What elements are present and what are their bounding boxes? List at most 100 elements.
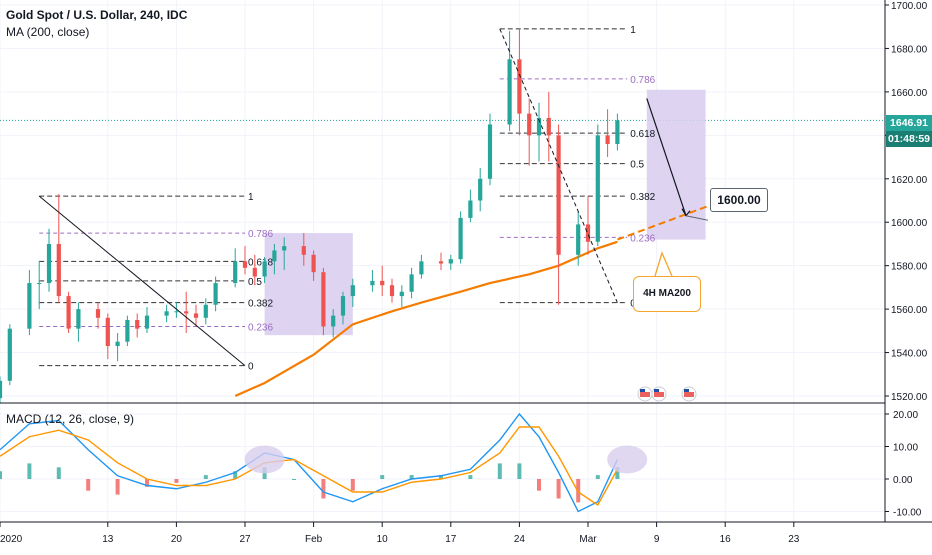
zone-target-box xyxy=(646,89,706,240)
candle-body-3 xyxy=(37,283,42,285)
candle-body-2 xyxy=(27,283,32,329)
candle-body-44 xyxy=(507,59,512,125)
event-icon-canton-1 xyxy=(654,389,659,392)
target-price-callout[interactable]: 1600.00 xyxy=(710,188,768,212)
candle-body-49 xyxy=(556,135,561,255)
candle-body-16 xyxy=(184,311,189,314)
last-price-badge: 1646.91 xyxy=(886,115,932,131)
ma-legend[interactable]: MA (200, close) xyxy=(6,25,90,39)
event-icon-canton-2 xyxy=(684,389,689,392)
macd-hist-12 xyxy=(350,479,355,491)
macd-hist-1 xyxy=(27,463,32,479)
candle-body-17 xyxy=(193,313,199,318)
macd-hist-17 xyxy=(497,463,502,479)
candle-body-4 xyxy=(46,243,52,284)
x-tick-label-2: 20 xyxy=(171,534,183,545)
x-tick-label-10: 16 xyxy=(720,534,732,545)
fib-retracements: 10.7860.6180.50.3820.236010.7860.6180.50… xyxy=(39,25,656,373)
y-tick-label-6: 1580.00 xyxy=(891,262,928,273)
candle-body-5 xyxy=(56,243,61,297)
event-icon-canton-0 xyxy=(640,389,645,392)
candle-body-33 xyxy=(380,280,385,286)
candle-body-1 xyxy=(7,328,12,381)
candle-body-22 xyxy=(252,267,257,277)
macd-pane xyxy=(0,402,885,513)
x-tick-label-5: 10 xyxy=(377,534,389,545)
candle-body-24 xyxy=(272,250,277,262)
y-tick-label-5: 1600.00 xyxy=(891,218,928,229)
candle-body-29 xyxy=(331,315,336,327)
macd-hist-19 xyxy=(537,479,541,491)
candle-body-26 xyxy=(301,246,306,255)
ma200-line xyxy=(234,240,618,398)
ma200-callout[interactable]: 4H MA200 xyxy=(633,276,701,312)
candle-body-0 xyxy=(0,380,3,399)
candle-body-43 xyxy=(487,124,493,179)
macd-ellipse-1 xyxy=(244,445,285,474)
candle-body-31 xyxy=(350,285,355,297)
macd-hist-15 xyxy=(439,475,443,479)
candle-body-47 xyxy=(536,117,542,136)
candle-body-6 xyxy=(66,296,71,329)
fib1-label-0: 1 xyxy=(630,25,636,36)
macd-legend[interactable]: MACD (12, 26, close, 9) xyxy=(6,412,135,426)
candle-body-37 xyxy=(419,261,424,275)
macd-y-tick-label-0: 20.00 xyxy=(893,410,918,421)
y-tick-label-2: 1660.00 xyxy=(891,88,928,99)
macd-y-tick-label-1: 10.00 xyxy=(893,443,918,454)
candle-body-52 xyxy=(595,135,600,242)
candle-body-19 xyxy=(213,283,218,305)
candle-body-23 xyxy=(262,261,267,277)
y-tick-label-1: 1680.00 xyxy=(891,44,928,55)
y-tick-label-7: 1560.00 xyxy=(891,305,928,316)
macd-hist-2 xyxy=(56,467,61,479)
fib1-label-4: 0.382 xyxy=(630,192,655,203)
candle-body-15 xyxy=(174,311,179,313)
drawings xyxy=(38,28,709,402)
macd-y-tick-label-2: 0.00 xyxy=(893,475,913,486)
y-tick-label-4: 1620.00 xyxy=(891,175,928,186)
x-tick-label-6: 17 xyxy=(445,534,457,545)
macd-hist-11 xyxy=(321,479,326,499)
candle-body-45 xyxy=(517,59,522,114)
candle-body-30 xyxy=(340,296,346,316)
candle-body-21 xyxy=(242,261,248,268)
macd-ellipse-2 xyxy=(607,445,648,474)
candle-body-8 xyxy=(95,309,101,318)
candle-body-42 xyxy=(478,178,483,201)
projection-arrow xyxy=(646,98,687,216)
macd-hist-0 xyxy=(0,471,2,479)
macd-hist-23 xyxy=(615,467,620,479)
zone-feb-box xyxy=(264,233,353,336)
ma-callout-pointer xyxy=(654,251,673,277)
event-icon-flag-0 xyxy=(640,392,650,397)
candle-body-50 xyxy=(576,224,581,255)
x-tick-label-9: 9 xyxy=(654,534,660,545)
candle-body-53 xyxy=(605,135,610,145)
symbol-legend[interactable]: Gold Spot / U.S. Dollar, 240, IDC xyxy=(6,8,188,22)
candle-body-34 xyxy=(389,285,395,297)
candle-body-7 xyxy=(76,309,81,329)
macd-hist-10 xyxy=(292,479,296,480)
macd-hist-16 xyxy=(468,475,473,479)
macd-hist-8 xyxy=(233,471,238,479)
candle-body-20 xyxy=(233,261,238,284)
macd-hist-13 xyxy=(380,475,385,479)
countdown-badge: 01:48:59 xyxy=(886,131,932,147)
signal-line xyxy=(0,426,619,507)
candle-body-13 xyxy=(144,315,150,329)
macd-hist-14 xyxy=(409,475,414,479)
candle-body-25 xyxy=(282,246,287,251)
candle-body-32 xyxy=(370,280,375,286)
macd-hist-4 xyxy=(115,479,120,495)
target-callout-pointer xyxy=(685,215,709,221)
candle-body-40 xyxy=(458,217,463,260)
x-tick-label-0: 2020 xyxy=(0,534,23,545)
grid xyxy=(0,0,885,522)
macd-hist-3 xyxy=(86,479,91,491)
x-tick-label-4: Feb xyxy=(305,534,323,545)
macd-hist-18 xyxy=(517,463,522,479)
macd-hist-20 xyxy=(556,479,561,499)
